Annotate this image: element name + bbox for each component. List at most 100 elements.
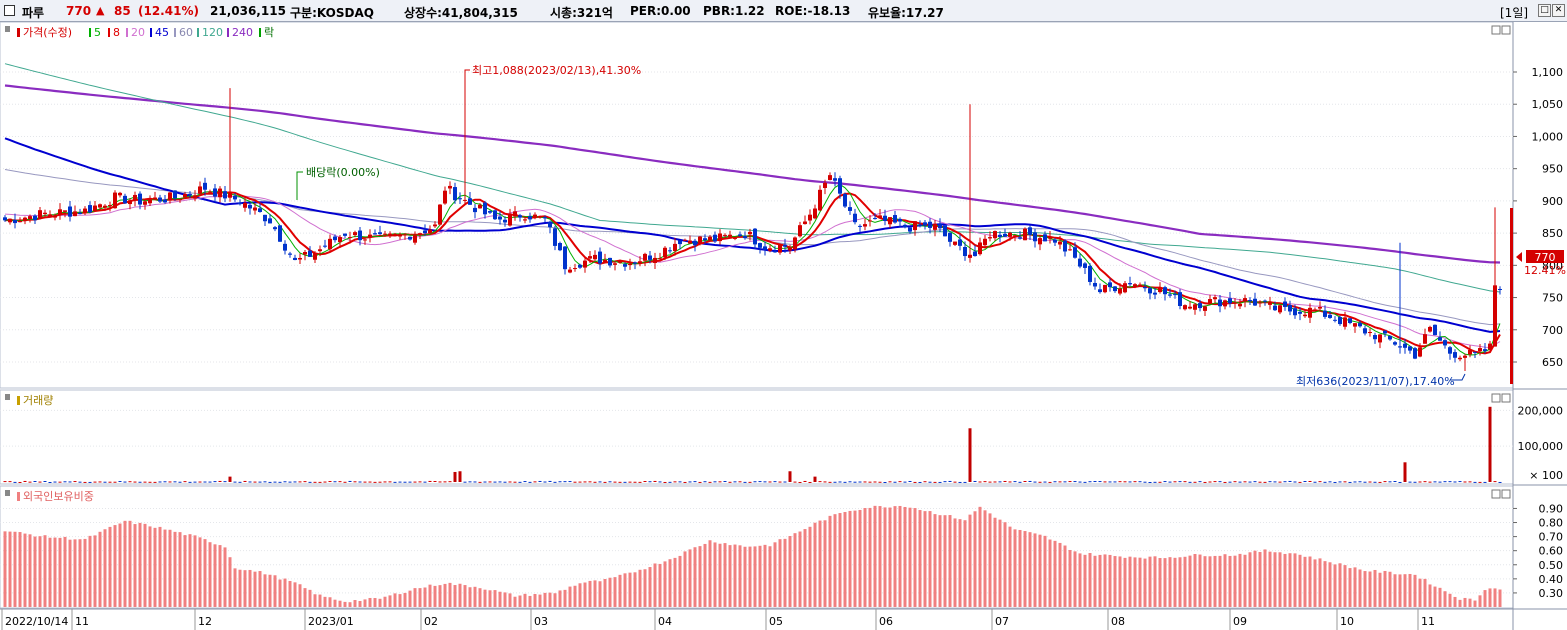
restore-icon[interactable]: □	[1538, 4, 1551, 17]
candle	[1488, 340, 1492, 352]
volume-bar	[1383, 481, 1387, 483]
volume-bar	[108, 481, 112, 483]
foreign-ratio-bar	[888, 507, 892, 607]
volume-bar	[308, 481, 312, 483]
volume-bar	[33, 481, 37, 483]
foreign-ratio-bar	[768, 546, 772, 607]
legend-menu-icon[interactable]	[5, 26, 10, 32]
candle	[1328, 311, 1332, 319]
foreign-ratio-bar	[273, 575, 277, 607]
volume-bar	[83, 481, 87, 483]
candle	[438, 204, 442, 226]
candle	[1333, 316, 1337, 323]
foreign-ratio-bar	[293, 582, 297, 607]
foreign-ratio-bar	[1148, 556, 1152, 607]
foreign-ratio-bar	[1458, 599, 1462, 607]
volume-bar	[1123, 481, 1127, 483]
foreign-ratio-bar	[593, 580, 597, 607]
volume-bar	[718, 481, 722, 483]
foreign-ratio-bar	[1213, 555, 1217, 607]
foreign-ratio-bar	[1208, 556, 1212, 607]
foreign-ratio-bar	[1333, 564, 1337, 607]
volume-bar	[368, 481, 372, 483]
candle	[188, 191, 192, 199]
volume-bar	[158, 481, 162, 483]
foreign-ratio-bar	[433, 585, 437, 607]
volume-bar	[363, 481, 367, 483]
period-selector[interactable]: [1일]	[1500, 6, 1529, 20]
foreign-ratio-bar	[793, 533, 797, 607]
foreign-ratio-bar	[1108, 554, 1112, 607]
candle	[168, 191, 172, 204]
candle	[1448, 345, 1452, 360]
ma240-line	[4, 84, 1501, 264]
foreign-ratio-bar	[708, 540, 712, 607]
foreign-ratio-bar	[803, 529, 807, 607]
candle	[343, 233, 347, 238]
foreign-ratio-bar	[678, 555, 682, 607]
volume-bar	[1108, 481, 1112, 483]
candle	[1213, 294, 1217, 303]
volume-bar	[323, 481, 327, 483]
candle	[428, 225, 432, 235]
foreign-ratio-bar	[1258, 551, 1262, 607]
foreign-ratio-bar	[728, 545, 732, 607]
candle	[28, 214, 32, 223]
foreign-ratio-bar	[278, 579, 282, 607]
volume-bar	[1463, 481, 1467, 483]
volume-bar	[753, 481, 757, 483]
foreign-ratio-bar	[1183, 556, 1187, 607]
price-change: 85	[114, 4, 131, 18]
volume-bar	[1133, 481, 1137, 483]
volume-bar	[1078, 481, 1082, 483]
foreign-ratio-bar	[983, 510, 987, 607]
legend-menu-icon[interactable]	[5, 394, 10, 400]
volume-bar	[123, 481, 127, 483]
candle	[688, 235, 692, 244]
foreign-ratio-bar	[103, 529, 107, 607]
candle	[823, 179, 827, 195]
volume-bar	[1368, 481, 1372, 483]
foreign-ratio-bar	[718, 543, 722, 607]
candle	[568, 266, 572, 274]
select-checkbox[interactable]	[4, 5, 15, 16]
foreign-ratio-bar	[813, 522, 817, 607]
price-legend: 가격(수정) 5 8 20 45 60 120 240 락	[5, 26, 274, 39]
foreign-ratio-bar	[808, 526, 812, 607]
foreign-ratio-bar	[378, 598, 382, 607]
volume-bar	[688, 481, 692, 483]
candle	[58, 203, 62, 220]
foreign-ratio-bar	[973, 511, 977, 607]
foreign-ratio-bar	[1248, 552, 1252, 607]
volume-bar	[978, 481, 982, 483]
foreign-tick-label: 0.80	[1539, 517, 1564, 530]
volume-bar	[628, 481, 632, 483]
volume-bar	[1338, 481, 1342, 483]
foreign-ratio-bar	[308, 589, 312, 607]
volume-bar	[448, 481, 452, 483]
candle	[173, 190, 177, 201]
foreign-ratio-bar	[98, 531, 102, 607]
foreign-ratio-bar	[503, 592, 507, 607]
panel-buttons[interactable]	[1491, 25, 1511, 499]
legend-menu-icon[interactable]	[5, 490, 10, 496]
candle	[623, 262, 627, 271]
volume-bar	[238, 481, 242, 483]
close-icon[interactable]: ✕	[1552, 4, 1565, 17]
candle	[473, 203, 477, 219]
candle	[608, 257, 612, 268]
foreign-ratio-bar	[138, 522, 142, 607]
volume-bar	[708, 481, 712, 483]
foreign-ratio-bar	[1448, 593, 1452, 607]
volume-bar	[468, 481, 472, 483]
candle	[1463, 353, 1467, 372]
volume-bar	[63, 481, 67, 483]
foreign-ratio-bar	[458, 583, 462, 607]
candle	[238, 199, 242, 206]
candle	[648, 250, 652, 264]
foreign-ratio-bar	[873, 505, 877, 607]
volume-bar	[828, 481, 832, 483]
volume-bar	[898, 481, 902, 483]
foreign-ratio-bar	[38, 536, 42, 607]
candle	[863, 218, 867, 231]
